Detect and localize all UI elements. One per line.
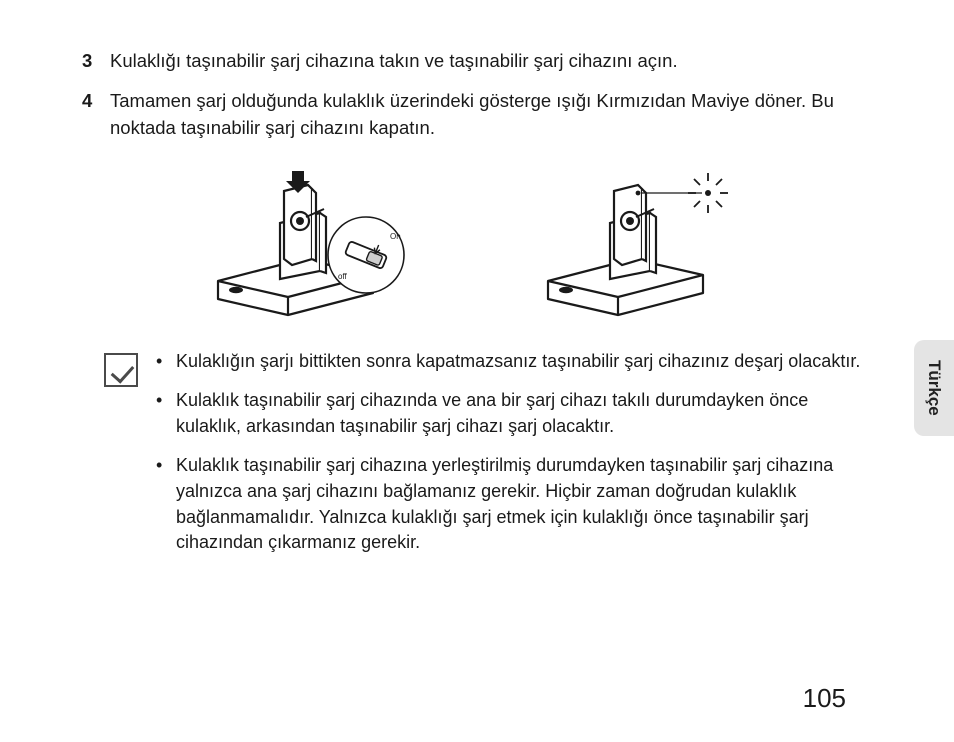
page-number: 105 <box>803 683 846 714</box>
note-item: Kulaklık taşınabilir şarj cihazında ve a… <box>156 388 864 439</box>
note-block: Kulaklığın şarjı bittikten sonra kapatma… <box>82 349 864 570</box>
figure-charger-insert: On off <box>188 163 418 323</box>
language-label: Türkçe <box>924 360 944 416</box>
note-item: Kulaklık taşınabilir şarj cihazına yerle… <box>156 453 864 555</box>
instruction-step: 4 Tamamen şarj olduğunda kulaklık üzerin… <box>82 88 864 141</box>
checkmark-icon <box>104 353 138 387</box>
step-text: Tamamen şarj olduğunda kulaklık üzerinde… <box>110 88 864 141</box>
switch-off-label: off <box>338 272 348 281</box>
step-text: Kulaklığı taşınabilir şarj cihazına takı… <box>110 48 864 74</box>
note-list: Kulaklığın şarjı bittikten sonra kapatma… <box>156 349 864 570</box>
figure-row: On off <box>82 163 864 323</box>
step-number: 4 <box>82 88 110 141</box>
instruction-step: 3 Kulaklığı taşınabilir şarj cihazına ta… <box>82 48 864 74</box>
language-tab: Türkçe <box>914 340 954 436</box>
note-item: Kulaklığın şarjı bittikten sonra kapatma… <box>156 349 864 375</box>
figure-charger-light <box>528 163 758 323</box>
switch-on-label: On <box>390 232 401 241</box>
step-number: 3 <box>82 48 110 74</box>
